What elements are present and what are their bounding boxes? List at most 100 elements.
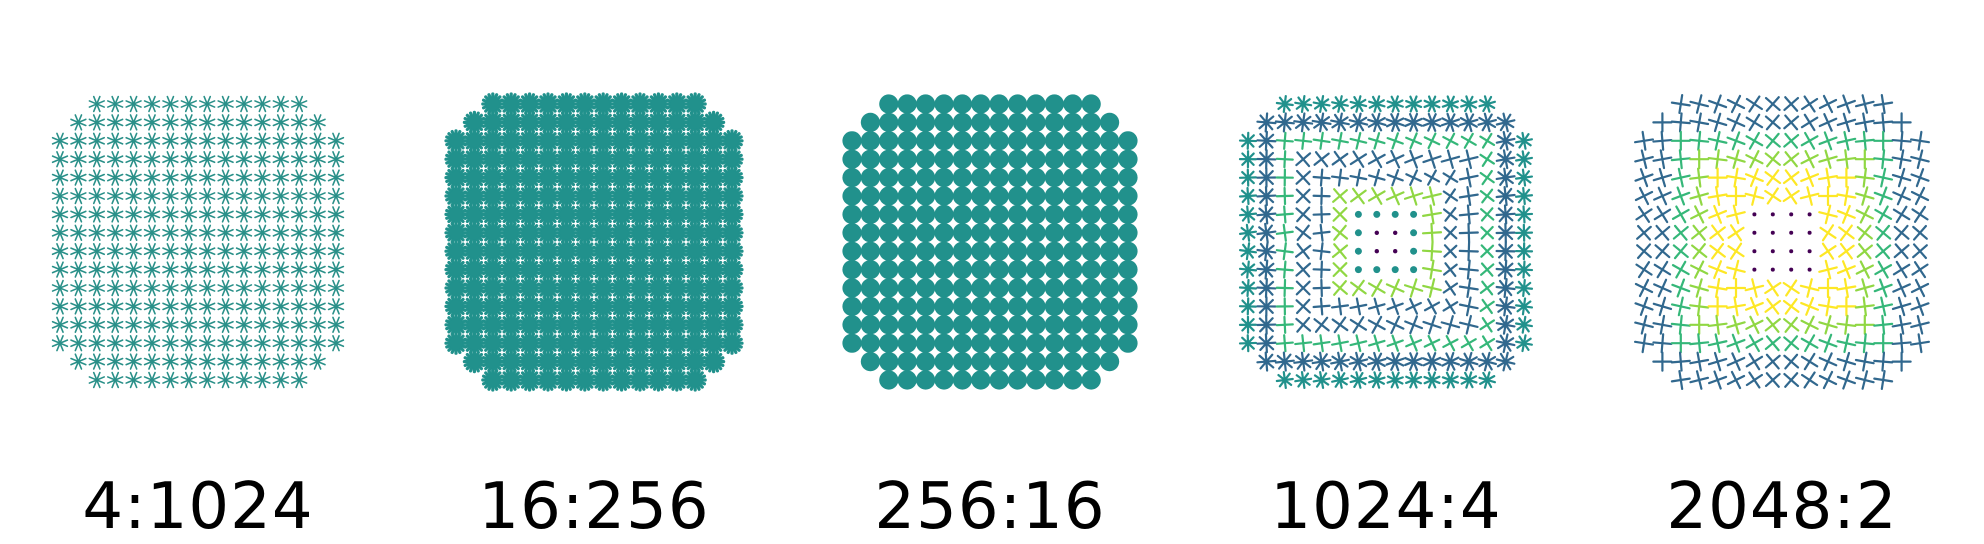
cross-glyph [1424, 114, 1441, 131]
cross-glyph [1423, 151, 1440, 168]
cross-glyph [1691, 262, 1707, 278]
disc-glyph [990, 278, 1009, 297]
cross-glyph [1637, 262, 1652, 277]
cross-glyph [1802, 317, 1818, 333]
asterisk-glyph [108, 97, 123, 112]
disc-glyph [934, 168, 953, 187]
cross-glyph [1425, 171, 1439, 185]
cross-glyph [1333, 244, 1347, 258]
cross-glyph [1240, 133, 1256, 149]
cross-glyph [1424, 353, 1441, 370]
cross-glyph [1332, 298, 1348, 314]
cross-glyph [1691, 279, 1708, 296]
asterisk-glyph [255, 281, 270, 296]
cross-glyph [1295, 372, 1311, 388]
cross-glyph [1766, 116, 1780, 130]
disc-glyph [971, 242, 990, 261]
asterisk-glyph [89, 133, 104, 148]
panel-1024-4-glyph-grid [1188, 0, 1584, 460]
cross-glyph [1332, 96, 1348, 112]
cross-glyph [1393, 249, 1397, 253]
disc-glyph [934, 260, 953, 279]
cross-glyph [1423, 242, 1441, 260]
cross-glyph [1351, 96, 1366, 111]
disc-glyph [1045, 168, 1064, 187]
disc-glyph [1008, 242, 1027, 261]
cross-glyph [1445, 227, 1457, 239]
disc-glyph [934, 223, 953, 242]
asterisk-glyph [310, 207, 325, 222]
cross-glyph [1802, 115, 1817, 130]
cross-glyph [1672, 280, 1689, 297]
disc-glyph [1026, 223, 1045, 242]
disc-glyph [1118, 242, 1137, 261]
cross-glyph [1727, 316, 1744, 333]
cross-glyph [1444, 171, 1458, 185]
cross-glyph [1857, 206, 1873, 222]
cross-glyph [1727, 151, 1744, 168]
cross-glyph [1333, 281, 1347, 295]
cross-glyph [1838, 334, 1856, 352]
cross-glyph [1766, 152, 1780, 166]
cross-glyph [1820, 132, 1837, 149]
asterisk-glyph [218, 189, 233, 204]
cross-glyph [1874, 95, 1892, 113]
asterisk-glyph [329, 170, 344, 185]
flower-glyph [722, 333, 742, 353]
cross-glyph [1876, 226, 1890, 240]
cross-glyph [1351, 170, 1367, 186]
disc-glyph [842, 334, 861, 353]
cross-glyph [1481, 300, 1494, 313]
cross-glyph [1709, 353, 1726, 370]
asterisk-glyph [163, 115, 178, 130]
cross-glyph [1257, 353, 1275, 371]
disc-glyph [1045, 223, 1064, 242]
cross-glyph [1480, 96, 1495, 111]
cross-glyph [1516, 243, 1532, 259]
cross-glyph [1771, 268, 1775, 272]
cross-glyph [1277, 225, 1293, 241]
disc-glyph [1026, 186, 1045, 205]
disc-glyph [934, 94, 953, 113]
cross-glyph [1654, 150, 1672, 168]
cross-glyph [1425, 299, 1439, 313]
cross-glyph [1789, 268, 1793, 272]
disc-glyph [990, 242, 1009, 261]
cross-glyph [1729, 225, 1744, 240]
asterisk-glyph [237, 336, 252, 351]
cross-glyph [1297, 171, 1310, 184]
cross-glyph [1516, 188, 1532, 204]
disc-glyph [898, 242, 917, 261]
cross-glyph [1874, 334, 1892, 352]
asterisk-glyph [163, 152, 178, 167]
cross-glyph [1276, 113, 1294, 131]
cross-glyph [1727, 169, 1745, 187]
disc-glyph [861, 334, 880, 353]
asterisk-glyph [71, 299, 86, 314]
asterisk-glyph [53, 170, 68, 185]
cross-glyph [1819, 151, 1836, 168]
asterisk-glyph [218, 133, 233, 148]
cross-glyph [1727, 206, 1744, 223]
disc-glyph [934, 278, 953, 297]
cross-glyph [1481, 208, 1493, 220]
cross-glyph [1387, 317, 1403, 333]
cross-glyph [1296, 226, 1310, 240]
asterisk-glyph [108, 299, 123, 314]
disc-glyph [879, 94, 898, 113]
cross-glyph [1295, 335, 1311, 351]
cross-glyph [1856, 316, 1874, 334]
disc-glyph [898, 334, 917, 353]
disc-glyph [1063, 278, 1082, 297]
cross-glyph [1481, 190, 1494, 203]
asterisk-glyph [126, 170, 141, 185]
cross-glyph [1460, 224, 1478, 242]
cross-glyph [1369, 188, 1385, 204]
asterisk-glyph [255, 299, 270, 314]
cross-glyph [1856, 150, 1874, 168]
cross-glyph [1373, 211, 1380, 218]
asterisk-glyph [108, 354, 123, 369]
asterisk-glyph [255, 170, 270, 185]
cross-glyph [1387, 151, 1403, 167]
asterisk-glyph [329, 262, 344, 277]
